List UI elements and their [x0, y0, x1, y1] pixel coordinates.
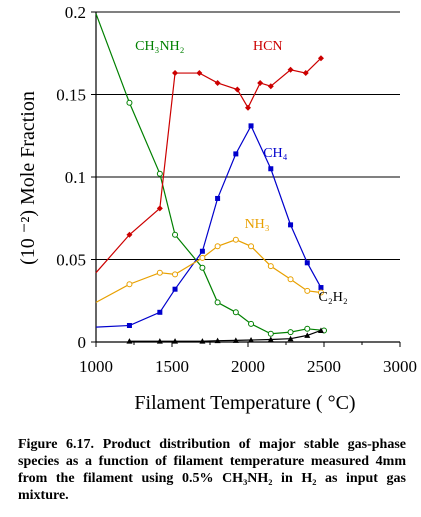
- data-point: [234, 86, 241, 93]
- y-tick-label: 0.2: [65, 3, 86, 22]
- data-point: [214, 79, 221, 86]
- axes: [91, 11, 401, 347]
- x-tick-label: 2500: [307, 357, 341, 376]
- series-label: NH₃: [245, 217, 270, 232]
- data-point: [157, 309, 163, 315]
- series-line: [95, 124, 322, 328]
- data-point: [267, 330, 274, 337]
- x-tick-label: 2000: [231, 357, 265, 376]
- grid-lines: [96, 11, 400, 260]
- data-point: [317, 289, 324, 296]
- data-point: [214, 299, 221, 306]
- data-point: [126, 99, 133, 106]
- data-point: [233, 151, 239, 157]
- data-point: [172, 231, 179, 238]
- series-label: CH₃NH₂: [135, 39, 185, 54]
- data-point: [199, 254, 206, 261]
- data-point: [267, 83, 274, 90]
- y-axis-label: (10 ⁻²) Mole Fraction: [17, 91, 39, 265]
- data-point: [199, 264, 206, 271]
- data-point: [287, 335, 294, 342]
- series-0: [95, 13, 327, 337]
- data-point: [126, 338, 133, 344]
- data-point: [317, 55, 324, 62]
- data-point: [268, 166, 274, 172]
- data-point: [232, 309, 239, 316]
- y-tick-labels: 0 0.05 0.1 0.15 0.2: [56, 3, 86, 352]
- series-labels: CH₃NH₂ HCN CH₄ NH₃ C₂H₂: [135, 39, 348, 305]
- data-point: [156, 269, 163, 276]
- data-point: [156, 205, 163, 212]
- data-point: [304, 332, 311, 338]
- data-point: [232, 236, 239, 243]
- data-point: [302, 70, 309, 77]
- data-point: [287, 329, 294, 336]
- data-point: [318, 285, 324, 291]
- x-tick-label: 1000: [79, 357, 113, 376]
- data-point: [214, 243, 221, 250]
- data-point: [172, 271, 179, 278]
- data-point: [214, 337, 221, 344]
- data-point: [267, 336, 274, 343]
- data-point: [248, 243, 255, 250]
- data-point: [287, 66, 294, 73]
- data-point: [304, 325, 311, 332]
- data-point: [172, 70, 179, 77]
- series-label: C₂H₂: [319, 290, 348, 305]
- series-3: [95, 236, 324, 303]
- data-point: [288, 222, 294, 228]
- data-point: [232, 337, 239, 343]
- data-point: [126, 281, 133, 288]
- series-4: [126, 327, 324, 344]
- data-point: [304, 260, 310, 266]
- data-point: [317, 327, 324, 333]
- series-line: [95, 239, 322, 303]
- series-label: HCN: [253, 39, 283, 54]
- y-tick-label: 0.05: [56, 251, 86, 270]
- data-point: [245, 104, 251, 111]
- data-point: [156, 338, 163, 344]
- data-point: [267, 263, 274, 270]
- data-point: [196, 70, 203, 77]
- data-point: [126, 231, 133, 238]
- series-1: [95, 55, 324, 274]
- x-tick-labels: 1000 1500 2000 2500 3000: [79, 357, 417, 376]
- y-tick-label: 0.15: [56, 86, 86, 105]
- data-point: [257, 79, 264, 86]
- series-2: [95, 123, 324, 328]
- data-point: [248, 123, 254, 129]
- data-point: [172, 286, 178, 292]
- data-point: [215, 195, 221, 201]
- data-point: [248, 320, 255, 327]
- data-point: [304, 287, 311, 294]
- data-point: [156, 170, 163, 177]
- data-point: [199, 248, 205, 254]
- x-axis-label: Filament Temperature ( °C): [134, 392, 355, 414]
- x-tick-label: 1500: [155, 357, 189, 376]
- data-point: [287, 276, 294, 283]
- y-tick-label: 0: [78, 333, 87, 352]
- figure-caption: Figure 6.17. Product distribution of maj…: [18, 437, 406, 503]
- series-line: [95, 57, 322, 274]
- data-point: [248, 337, 255, 343]
- data-point: [126, 323, 132, 328]
- y-tick-label: 0.1: [65, 168, 86, 187]
- data-point: [199, 338, 206, 344]
- line-chart: 0 0.05 0.1 0.15 0.2 1000 1500 2000 2500 3000 CH₃…: [17, 3, 417, 414]
- data-point: [172, 338, 179, 344]
- series-group: [95, 13, 327, 344]
- series-label: CH₄: [263, 146, 287, 161]
- x-tick-label: 3000: [383, 357, 417, 376]
